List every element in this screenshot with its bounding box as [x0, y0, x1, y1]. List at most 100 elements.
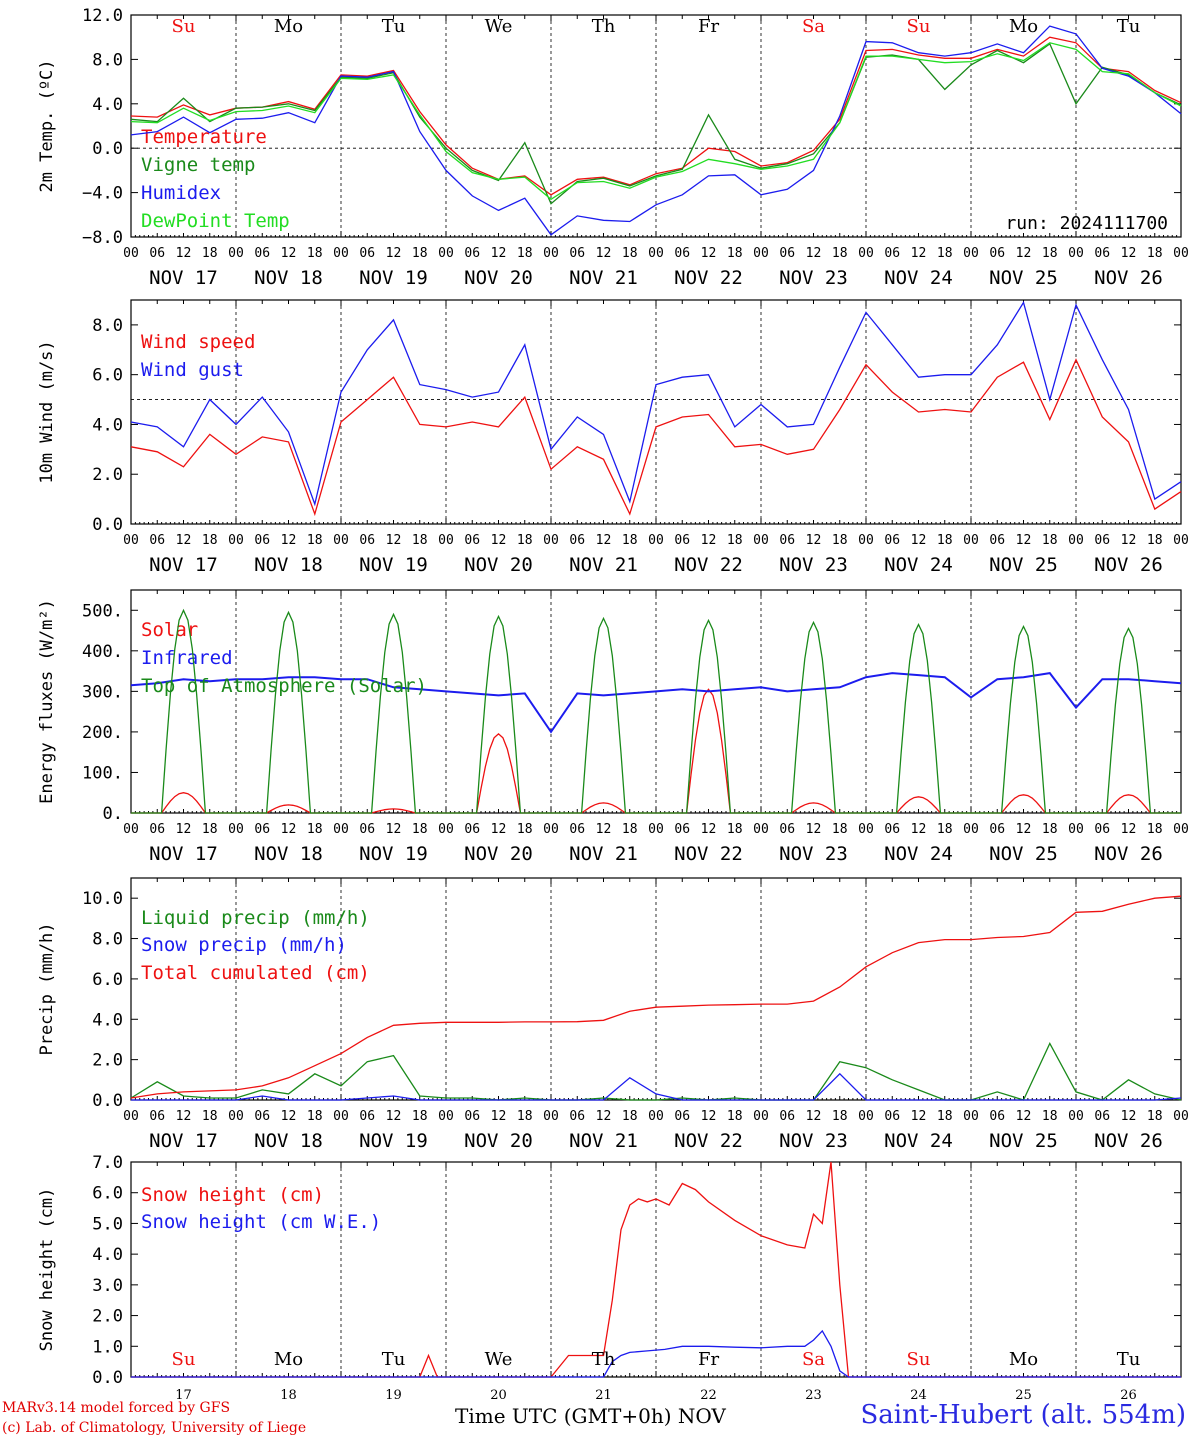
day-number-label: 22: [700, 1388, 717, 1403]
x-tick-label: 06: [779, 533, 795, 548]
x-tick-label: 18: [832, 822, 848, 837]
legend-entry: Wind gust: [141, 359, 244, 381]
x-tick-label: 06: [569, 1109, 585, 1124]
x-tick-label: 06: [149, 822, 165, 837]
x-tick-label: 00: [123, 246, 139, 261]
legend-entry: Vigne temp: [141, 154, 255, 176]
x-tick-label: 18: [517, 533, 533, 548]
x-tick-label: 12: [596, 533, 612, 548]
y-tick-label: 2.0: [92, 1307, 123, 1327]
weekday-label: Su: [907, 16, 931, 37]
weekday-label: Mo: [1009, 16, 1038, 37]
x-tick-label: 12: [596, 822, 612, 837]
x-tick-label: 00: [228, 822, 244, 837]
footer-model-credit: MARv3.14 model forced by GFS: [2, 1400, 231, 1416]
x-tick-label: 18: [1147, 1109, 1163, 1124]
weekday-label: Tu: [382, 16, 406, 37]
x-tick-label: 12: [281, 246, 297, 261]
series-line-vigne-temp: [130, 42, 1182, 205]
date-label: NOV 26: [1094, 843, 1163, 865]
x-tick-label: 18: [937, 246, 953, 261]
date-label: NOV 17: [149, 554, 218, 576]
station-label: Saint-Hubert (alt. 554m): [860, 1400, 1186, 1430]
weekday-label: We: [485, 16, 513, 37]
x-axis-title-text: Time UTC (GMT+0h): [455, 1404, 672, 1428]
x-axis-month: NOV: [677, 1404, 726, 1428]
x-tick-label: 18: [1042, 246, 1058, 261]
y-tick-label: 400.: [82, 642, 123, 662]
x-tick-label: 06: [1094, 822, 1110, 837]
date-label: NOV 26: [1094, 1130, 1163, 1152]
weekday-label: Su: [172, 1349, 196, 1370]
x-tick-label: 18: [307, 822, 323, 837]
date-label: NOV 21: [569, 554, 638, 576]
y-tick-label: 200.: [82, 723, 123, 743]
x-tick-label: 12: [281, 1109, 297, 1124]
x-tick-label: 06: [254, 533, 270, 548]
y-tick-label: 6.0: [92, 366, 123, 386]
y-tick-label: 3.0: [92, 1276, 123, 1296]
weekday-label: Mo: [274, 16, 303, 37]
date-label: NOV 17: [149, 843, 218, 865]
x-tick-label: 12: [701, 1109, 717, 1124]
x-tick-label: 12: [176, 822, 192, 837]
x-tick-label: 12: [491, 1109, 507, 1124]
y-tick-label: 12.0: [82, 6, 123, 26]
y-axis-label: 2m Temp. (ºC): [37, 59, 57, 192]
date-label: NOV 20: [464, 554, 533, 576]
x-tick-label: 12: [386, 246, 402, 261]
x-tick-label: 12: [1121, 533, 1137, 548]
x-tick-label: 06: [569, 246, 585, 261]
x-tick-label: 00: [1068, 246, 1084, 261]
x-tick-label: 18: [517, 246, 533, 261]
y-tick-label: 500.: [82, 601, 123, 621]
legend-entry: Infrared: [141, 647, 233, 669]
date-label: NOV 22: [674, 267, 743, 289]
day-number-label: 24: [910, 1388, 927, 1403]
day-number-label: 17: [175, 1388, 192, 1403]
x-tick-label: 00: [858, 533, 874, 548]
x-tick-label: 18: [937, 533, 953, 548]
x-tick-label: 00: [753, 533, 769, 548]
x-tick-label: 12: [701, 533, 717, 548]
date-label: NOV 25: [989, 843, 1058, 865]
x-tick-label: 06: [359, 822, 375, 837]
date-label: NOV 20: [464, 1130, 533, 1152]
x-tick-label: 06: [884, 1109, 900, 1124]
x-tick-label: 18: [202, 1109, 218, 1124]
x-tick-label: 00: [123, 1109, 139, 1124]
x-tick-label: 12: [176, 1109, 192, 1124]
date-label: NOV 24: [884, 843, 953, 865]
legend-entry: Wind speed: [141, 331, 255, 353]
x-tick-label: 00: [1173, 246, 1189, 261]
x-tick-label: 00: [333, 533, 349, 548]
date-label: NOV 22: [674, 843, 743, 865]
date-label: NOV 22: [674, 554, 743, 576]
x-tick-label: 18: [412, 822, 428, 837]
plot-frame: [130, 589, 1182, 814]
x-tick-label: 12: [491, 533, 507, 548]
date-label: NOV 17: [149, 1130, 218, 1152]
x-tick-label: 18: [727, 246, 743, 261]
x-tick-label: 00: [963, 246, 979, 261]
x-tick-label: 06: [149, 1109, 165, 1124]
date-label: NOV 24: [884, 267, 953, 289]
y-tick-label: 4.0: [92, 1010, 123, 1030]
legend-entry: Solar: [141, 619, 198, 641]
weekday-label: We: [485, 1349, 513, 1370]
y-tick-label: 4.0: [92, 95, 123, 115]
plot-frame: [130, 299, 1182, 525]
x-tick-label: 06: [254, 1109, 270, 1124]
x-tick-label: 12: [701, 822, 717, 837]
series-line-snow-height-cm-w-e-: [131, 1329, 1181, 1378]
x-tick-label: 18: [412, 533, 428, 548]
x-tick-label: 00: [963, 1109, 979, 1124]
x-tick-label: 06: [779, 246, 795, 261]
x-tick-label: 12: [911, 822, 927, 837]
x-tick-label: 18: [1042, 822, 1058, 837]
x-tick-label: 06: [884, 533, 900, 548]
date-label: NOV 17: [149, 267, 218, 289]
weekday-label: Tu: [382, 1349, 406, 1370]
x-tick-label: 00: [228, 246, 244, 261]
x-tick-label: 18: [832, 533, 848, 548]
